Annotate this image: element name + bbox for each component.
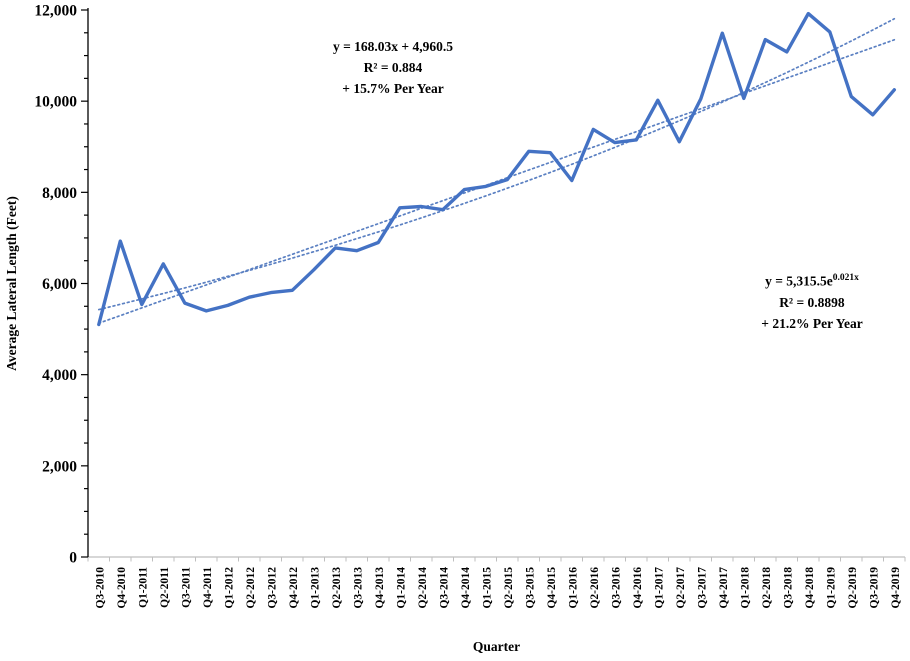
y-tick-label: 0 xyxy=(69,550,77,567)
x-tick-label: Q1-2013 xyxy=(309,567,321,609)
x-tick-label: Q2-2018 xyxy=(761,567,773,609)
x-tick-label: Q2-2017 xyxy=(675,567,687,609)
x-tick-label: Q4-2016 xyxy=(632,567,644,609)
exponential-equation: y = 5,315.5e0.021x xyxy=(765,273,859,289)
x-tick-label: Q1-2014 xyxy=(395,567,407,609)
x-tick-label: Q3-2013 xyxy=(352,567,364,609)
x-tick-label: Q3-2018 xyxy=(782,567,794,609)
exponential-r-squared: R² = 0.8898 xyxy=(779,294,845,310)
x-tick-label: Q1-2016 xyxy=(567,567,579,609)
x-tick-label: Q4-2010 xyxy=(116,567,128,609)
y-tick-label: 4,000 xyxy=(42,367,77,384)
x-tick-label: Q3-2012 xyxy=(266,567,278,609)
x-tick-label: Q4-2018 xyxy=(804,567,816,609)
linear-r-squared: R² = 0.884 xyxy=(363,60,423,75)
x-tick-label: Q2-2015 xyxy=(503,567,515,609)
x-tick-label: Q2-2011 xyxy=(159,567,171,608)
x-tick-label: Q4-2017 xyxy=(718,567,730,609)
x-tick-label: Q1-2012 xyxy=(223,567,235,609)
x-tick-label: Q2-2013 xyxy=(331,567,343,609)
y-tick-label: 12,000 xyxy=(34,3,77,20)
linear-growth-rate: + 15.7% Per Year xyxy=(342,81,444,96)
y-tick-label: 6,000 xyxy=(42,276,77,293)
exponential-equation-superscript: 0.021x xyxy=(832,273,859,283)
x-tick-label: Q2-2014 xyxy=(417,567,429,609)
x-tick-label: Q1-2019 xyxy=(825,567,837,609)
x-tick-label: Q1-2011 xyxy=(137,567,149,608)
x-tick-label: Q4-2015 xyxy=(546,567,558,609)
x-tick-label: Q3-2016 xyxy=(610,567,622,609)
x-tick-label: Q4-2013 xyxy=(374,567,386,609)
x-tick-label: Q1-2015 xyxy=(481,567,493,609)
x-tick-label: Q2-2016 xyxy=(589,567,601,609)
y-tick-label: 2,000 xyxy=(42,458,77,475)
x-tick-label: Q4-2019 xyxy=(890,567,902,609)
y-axis-title: Average Lateral Length (Feet) xyxy=(4,196,19,371)
linear-equation: y = 168.03x + 4,960.5 xyxy=(332,39,454,54)
x-tick-label: Q3-2014 xyxy=(438,567,450,609)
x-tick-label: Q3-2015 xyxy=(524,567,536,609)
linear-trendline-annotation: y = 168.03x + 4,960.5 R² = 0.884 + 15.7%… xyxy=(333,36,453,99)
y-tick-label: 8,000 xyxy=(42,185,77,202)
x-tick-label: Q3-2010 xyxy=(94,567,106,609)
exponential-growth-rate: + 21.2% Per Year xyxy=(761,315,863,331)
x-tick-label: Q4-2012 xyxy=(288,567,300,609)
x-tick-label: Q3-2017 xyxy=(696,567,708,609)
series-line-average-lateral-length xyxy=(97,11,896,327)
x-tick-label: Q1-2018 xyxy=(739,567,751,609)
y-tick-label: 10,000 xyxy=(34,94,77,111)
x-tick-label: Q3-2019 xyxy=(868,567,880,609)
x-tick-label: Q2-2019 xyxy=(847,567,859,609)
x-tick-label: Q3-2011 xyxy=(180,567,192,608)
exponential-trendline-annotation: y = 5,315.5e0.021x R² = 0.8898 + 21.2% P… xyxy=(761,268,862,334)
x-tick-label: Q4-2014 xyxy=(460,567,472,609)
x-tick-label: Q4-2011 xyxy=(202,567,214,608)
x-tick-label: Q2-2012 xyxy=(245,567,257,609)
exponential-trendline xyxy=(97,17,896,311)
x-tick-label: Q1-2017 xyxy=(653,567,665,609)
x-axis-title: Quarter xyxy=(473,639,520,654)
